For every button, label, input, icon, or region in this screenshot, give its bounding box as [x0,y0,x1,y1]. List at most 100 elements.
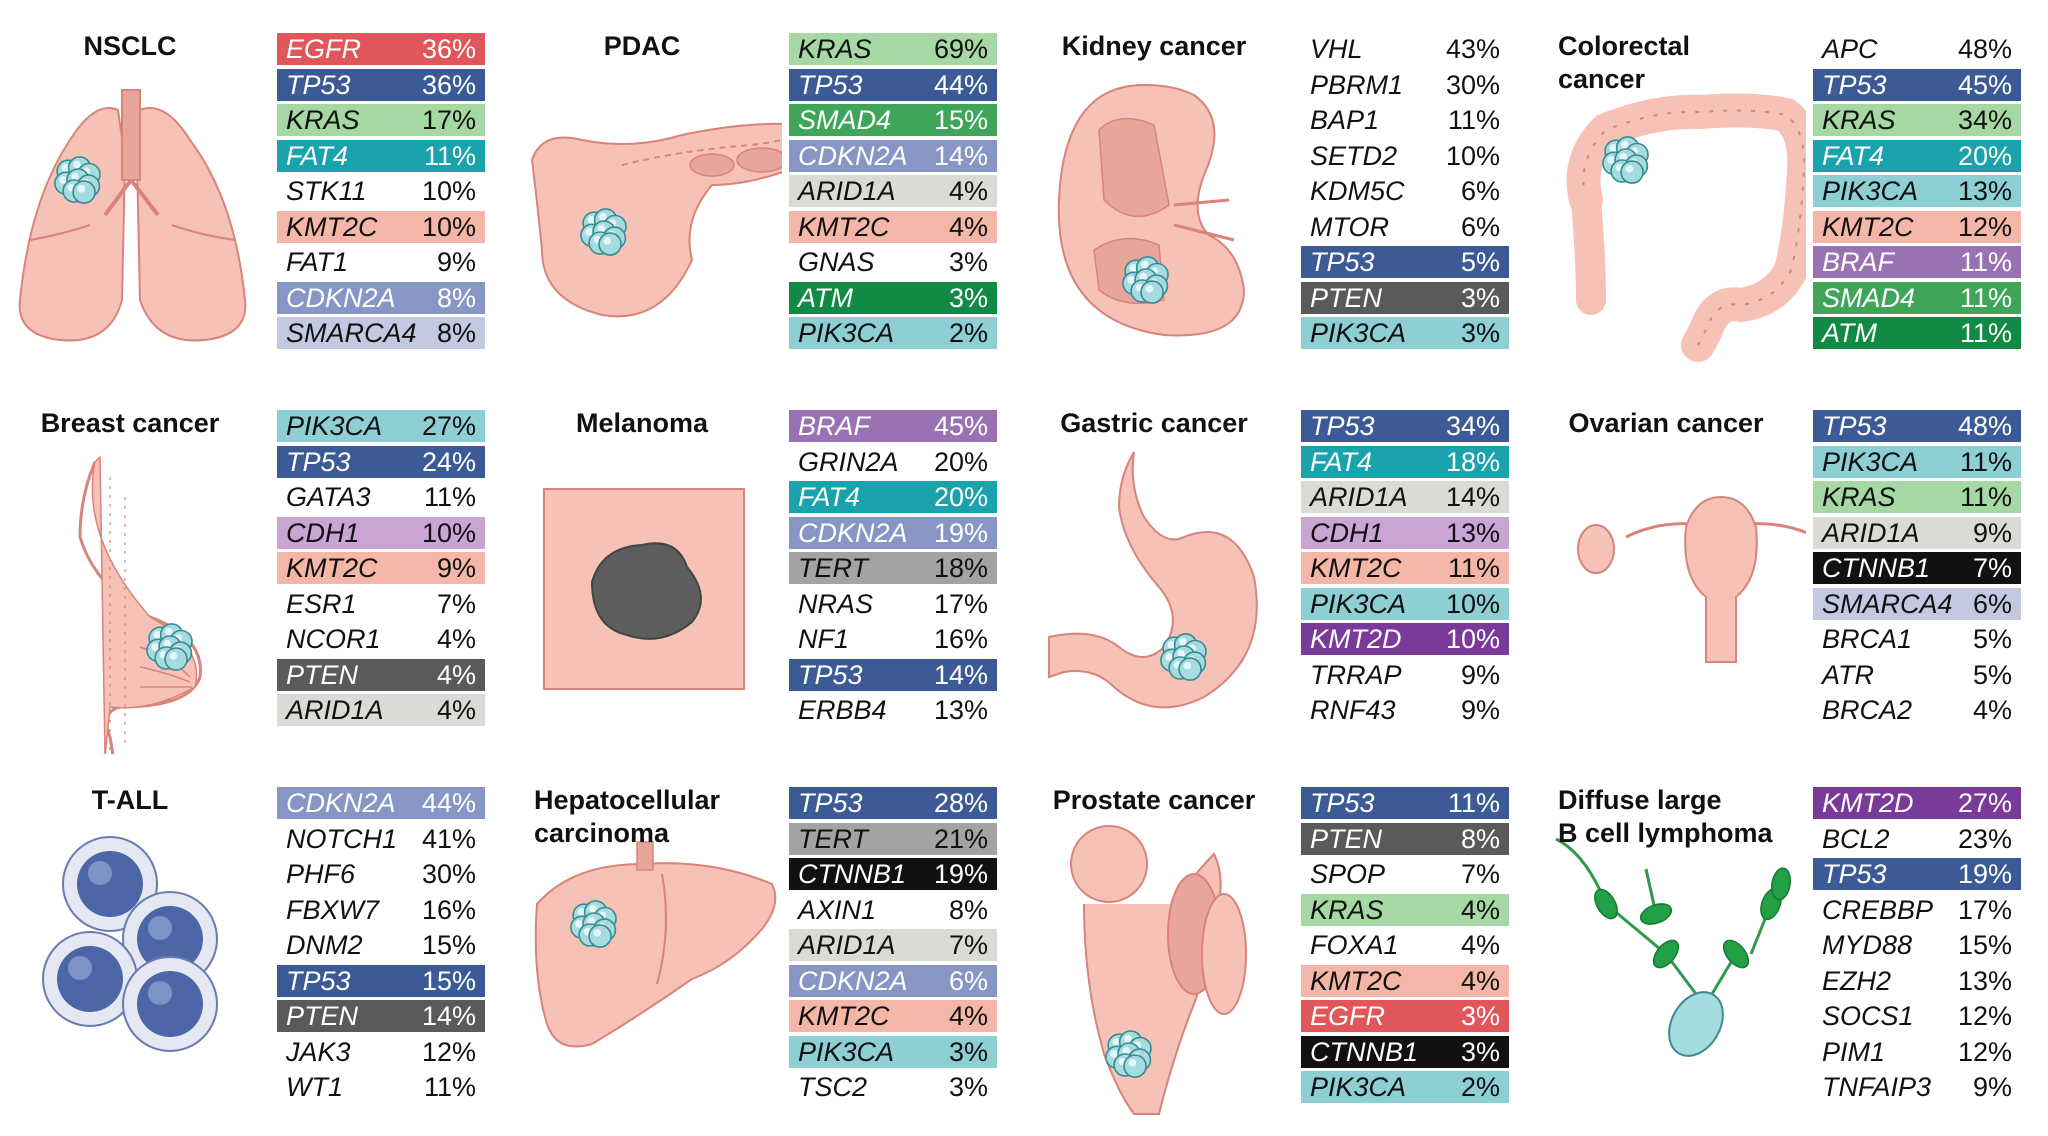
lungs-icon [0,0,270,382]
gene-name: SETD2 [1310,140,1398,171]
gene-name: PIK3CA [798,318,895,348]
gene-percentage: 10% [1445,624,1500,654]
gene-row: PHF6 30% [277,858,485,890]
gene-row: PIM1 12% [1813,1036,2021,1068]
gene-name: GATA3 [286,482,371,512]
gene-percentage: 8% [436,282,476,313]
gene-name: FAT1 [286,247,349,277]
gene-percentage: 5% [1460,247,1500,277]
gene-name: STK11 [286,176,367,206]
gene-percentage: 21% [933,823,988,854]
gene-name: SMAD4 [1822,282,1916,313]
gene-row: KMT2C 4% [789,210,997,243]
gene-name: NRAS [798,588,874,619]
cancer-panel: Melanoma BRAF 45% GRIN2A 20% FAT4 20% CDKN2A 19%… [512,377,1024,754]
gene-percentage: 10% [1445,588,1500,619]
gene-table: BRAF 45% GRIN2A 20% FAT4 20% CDKN2A 19% TERT 18% N… [789,410,997,730]
gene-row: ARID1A 14% [1301,481,1509,513]
gene-row: NOTCH1 41% [277,823,485,855]
gene-percentage: 10% [421,211,476,242]
gene-row: CDKN2A 14% [789,139,997,172]
gene-table: CDKN2A 44% NOTCH1 41% PHF6 30% FBXW7 16% DNM2 15%… [277,787,485,1107]
gene-percentage: 6% [1460,211,1500,242]
gene-percentage: 34% [1445,411,1500,441]
gene-percentage: 12% [421,1036,476,1067]
gene-name: TP53 [1310,247,1375,277]
gene-name: NOTCH1 [286,823,398,854]
gene-row: PIK3CA 2% [789,317,997,349]
gene-row: KRAS 4% [1301,893,1509,926]
gene-percentage: 9% [436,247,476,277]
gene-row: TP53 14% [789,658,997,691]
gene-name: PIK3CA [286,411,383,441]
gene-name: SMARCA4 [1822,588,1953,619]
gene-name: NCOR1 [286,624,381,654]
gene-percentage: 6% [1460,176,1500,206]
gene-percentage: 14% [1445,482,1500,512]
gene-row: GRIN2A 20% [789,446,997,478]
gene-name: TP53 [286,965,351,996]
gene-row: KMT2C 12% [1813,210,2021,243]
gene-name: BRAF [1822,247,1895,277]
gene-row: GNAS 3% [789,246,997,278]
gene-name: KDM5C [1310,176,1405,206]
gene-percentage: 20% [933,482,988,512]
gene-name: CTNNB1 [798,859,907,889]
gene-percentage: 16% [933,624,988,654]
cancer-title: NSCLC [83,31,177,61]
gene-name: PIK3CA [1822,176,1919,206]
gene-name: TP53 [286,446,351,477]
gene-name: TSC2 [798,1072,868,1102]
gene-name: FAT4 [286,140,349,171]
gene-percentage: 7% [1460,859,1500,889]
gene-row: BRAF 45% [789,410,997,442]
gene-row: FBXW7 16% [277,894,485,926]
cancer-panel: T-ALL CDKN2A 44% NOTCH1 41% PHF6 30% FBXW7 16% DN… [0,754,512,1131]
gene-row: FAT4 18% [1301,445,1509,478]
gene-row: CDKN2A 44% [277,787,485,819]
gene-percentage: 4% [1460,894,1500,925]
gene-percentage: 12% [1957,1036,2012,1067]
gene-percentage: 23% [1957,823,2012,854]
gene-percentage: 4% [948,1001,988,1031]
gene-percentage: 9% [1972,1072,2012,1102]
gene-percentage: 8% [948,894,988,925]
gene-row: KMT2C 4% [789,1000,997,1032]
gene-row: ERBB4 13% [789,694,997,726]
gene-percentage: 7% [948,930,988,960]
gene-row: JAK3 12% [277,1036,485,1068]
gene-percentage: 45% [933,411,988,441]
gene-row: KMT2D 27% [1813,787,2021,819]
gene-percentage: 19% [933,517,988,548]
gene-row: PTEN 4% [277,658,485,691]
gene-name: CREBBP [1822,894,1934,925]
cancer-panel: NSCLC EGFR 36% TP53 36% KRAS 17% FAT4 11% STK11 10… [0,0,512,377]
gene-row: ATR 5% [1813,659,2021,691]
gene-percentage: 5% [1972,624,2012,654]
gene-row: GATA3 11% [277,481,485,513]
gene-percentage: 10% [421,176,476,206]
gene-name: BAP1 [1310,105,1380,135]
gene-name: RNF43 [1310,695,1396,725]
gene-row: WT1 11% [277,1071,485,1103]
gene-percentage: 10% [1445,140,1500,171]
gene-percentage: 20% [1957,140,2012,171]
gene-percentage: 27% [421,411,476,441]
gene-row: FAT1 9% [277,246,485,278]
gene-row: FOXA1 4% [1301,929,1509,961]
gene-name: SPOP [1310,859,1386,889]
cancer-panel: Diffuse large B cell lymphoma KMT2D 27% BCL2… [1536,754,2048,1131]
gene-name: DNM2 [286,930,363,960]
gene-table: KRAS 69% TP53 44% SMAD4 15% CDKN2A 14% ARID1A 4% K… [789,33,997,353]
gene-name: JAK3 [286,1036,351,1067]
gene-percentage: 9% [1460,659,1500,690]
gene-percentage: 14% [933,659,988,690]
gene-name: PTEN [1310,282,1383,313]
gene-name: CDKN2A [798,140,908,171]
gene-row: KMT2C 4% [1301,964,1509,997]
cancer-panel: Kidney cancer VHL 43% PBRM1 30% BAP1 11% SETD2 1… [1024,0,1536,377]
gene-name: ERBB4 [798,695,887,725]
breast-icon [0,377,270,768]
gene-table: EGFR 36% TP53 36% KRAS 17% FAT4 11% STK11 10% KMT2… [277,33,485,353]
gene-row: KRAS 17% [277,104,485,136]
